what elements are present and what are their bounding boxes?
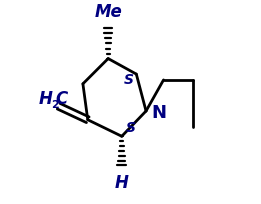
- Text: H: H: [115, 173, 129, 191]
- Text: H: H: [38, 89, 52, 107]
- Text: S: S: [123, 73, 134, 86]
- Text: C: C: [56, 89, 68, 107]
- Text: N: N: [152, 103, 167, 121]
- Text: S: S: [126, 120, 135, 134]
- Text: Me: Me: [94, 3, 122, 21]
- Text: 2: 2: [51, 100, 58, 110]
